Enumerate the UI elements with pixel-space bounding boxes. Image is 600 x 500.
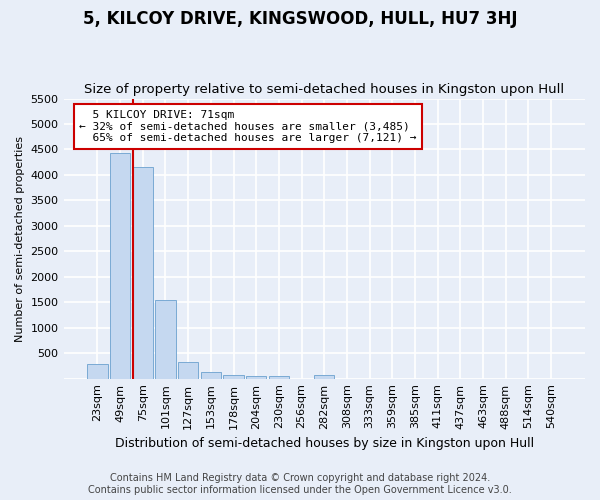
Text: Contains HM Land Registry data © Crown copyright and database right 2024.
Contai: Contains HM Land Registry data © Crown c…	[88, 474, 512, 495]
Bar	[200, 372, 221, 378]
Bar	[133, 167, 153, 378]
Bar	[110, 153, 130, 378]
Bar	[87, 364, 107, 378]
Bar	[155, 300, 176, 378]
Bar	[178, 362, 199, 378]
Bar	[269, 376, 289, 378]
Bar	[314, 376, 334, 378]
Text: 5, KILCOY DRIVE, KINGSWOOD, HULL, HU7 3HJ: 5, KILCOY DRIVE, KINGSWOOD, HULL, HU7 3H…	[83, 10, 517, 28]
Bar	[223, 375, 244, 378]
Y-axis label: Number of semi-detached properties: Number of semi-detached properties	[15, 136, 25, 342]
Text: 5 KILCOY DRIVE: 71sqm
← 32% of semi-detached houses are smaller (3,485)
  65% of: 5 KILCOY DRIVE: 71sqm ← 32% of semi-deta…	[79, 110, 416, 143]
X-axis label: Distribution of semi-detached houses by size in Kingston upon Hull: Distribution of semi-detached houses by …	[115, 437, 534, 450]
Title: Size of property relative to semi-detached houses in Kingston upon Hull: Size of property relative to semi-detach…	[84, 83, 565, 96]
Bar	[246, 376, 266, 378]
